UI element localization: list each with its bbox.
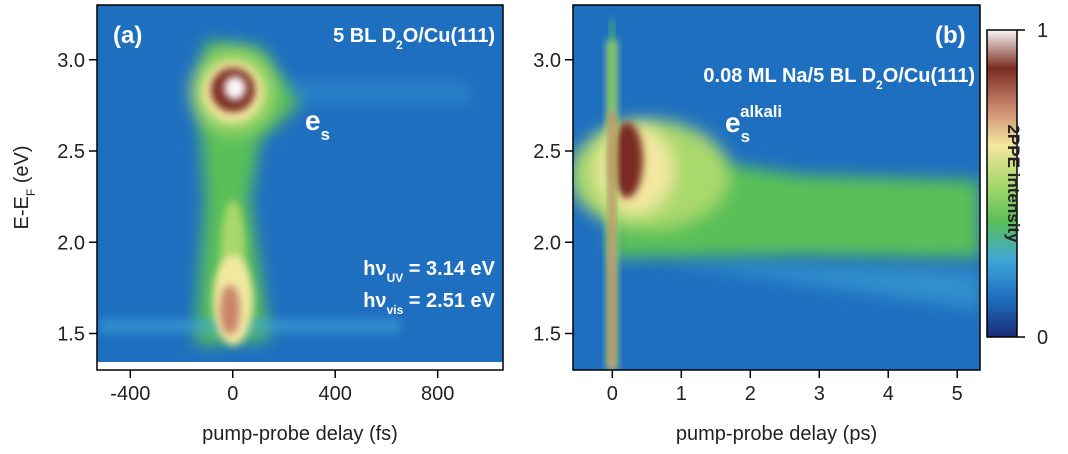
text-part: alkali: [740, 102, 782, 121]
x-tick-label: 3: [814, 383, 825, 405]
photon-energy: hνUV = 3.14 eV: [363, 258, 495, 285]
state-label: es alkali: [725, 102, 782, 146]
panel-label: (a): [113, 22, 142, 49]
heatmap-region: [612, 255, 980, 310]
heatmap-region: [220, 285, 240, 335]
colorbar-label: 2PPE intensity: [1004, 124, 1023, 243]
text-part: 5 BL D: [333, 25, 396, 47]
text-part: vis: [387, 303, 404, 317]
heatmap-region: [224, 76, 246, 100]
y-tick-label: 2.5: [57, 141, 85, 163]
x-tick-label: 800: [421, 383, 454, 405]
y-axis-label: E-EF (eV): [11, 145, 38, 229]
heatmap-streak: [610, 20, 614, 110]
x-tick-label: 1: [676, 383, 687, 405]
text-part: O/Cu(111): [403, 25, 495, 47]
x-tick-label: 400: [319, 383, 352, 405]
text-part: = 3.14 eV: [403, 258, 495, 280]
text-part: UV: [387, 271, 404, 285]
text-part: (eV): [11, 145, 33, 188]
text-part: hν: [363, 258, 386, 280]
text-part: 2: [876, 78, 883, 92]
photon-energy: hνvis = 2.51 eV: [363, 290, 495, 317]
plot-frame: [572, 4, 981, 371]
x-tick-label: 5: [952, 383, 963, 405]
text-part: s: [321, 125, 330, 144]
heatmap-region: [611, 122, 643, 198]
text-part: s: [741, 127, 750, 146]
y-tick-label: 2.0: [533, 232, 561, 254]
x-tick-label: 0: [227, 383, 238, 405]
x-tick-label: -400: [110, 383, 150, 405]
state-label: es: [305, 105, 330, 144]
heatmap: [97, 5, 503, 362]
x-tick-label: 4: [883, 383, 894, 405]
colorbar: [986, 29, 1018, 338]
text-part: O/Cu(111): [883, 65, 975, 87]
annotation: 5 BL D2O/Cu(111): [333, 25, 495, 52]
text-part: 2: [396, 38, 403, 52]
heatmap-tail: [270, 82, 470, 104]
y-tick-label: 1.5: [57, 324, 85, 346]
x-axis-label: pump-probe delay (fs): [202, 423, 398, 445]
y-tick-label: 1.5: [533, 324, 561, 346]
text-part: hν: [363, 290, 386, 312]
heatmap-region: [100, 318, 400, 334]
plot-frame: [96, 4, 504, 371]
y-tick-label: 2.0: [57, 232, 85, 254]
text-part: 0.08 ML Na/5 BL D: [703, 65, 876, 87]
y-tick-label: 3.0: [533, 50, 561, 72]
text-part: F: [24, 189, 38, 196]
y-tick-label: 2.5: [533, 141, 561, 163]
annotation: 0.08 ML Na/5 BL D2O/Cu(111): [703, 65, 975, 92]
text-part: E-E: [11, 196, 33, 229]
heatmap-streak: [609, 110, 615, 370]
heatmap: [573, 5, 980, 370]
y-tick-label: 3.0: [57, 50, 85, 72]
text-part: = 2.51 eV: [403, 290, 495, 312]
colorbar-tick-label: 1: [1037, 20, 1048, 42]
heatmap-background: [97, 5, 503, 362]
x-axis-label: pump-probe delay (ps): [676, 423, 877, 445]
panel-label: (b): [935, 22, 966, 49]
x-tick-label: 2: [745, 383, 756, 405]
text-part: e: [305, 105, 321, 136]
colorbar-tick-label: 0: [1037, 327, 1048, 349]
x-tick-label: 0: [607, 383, 618, 405]
text-part: e: [725, 107, 741, 138]
